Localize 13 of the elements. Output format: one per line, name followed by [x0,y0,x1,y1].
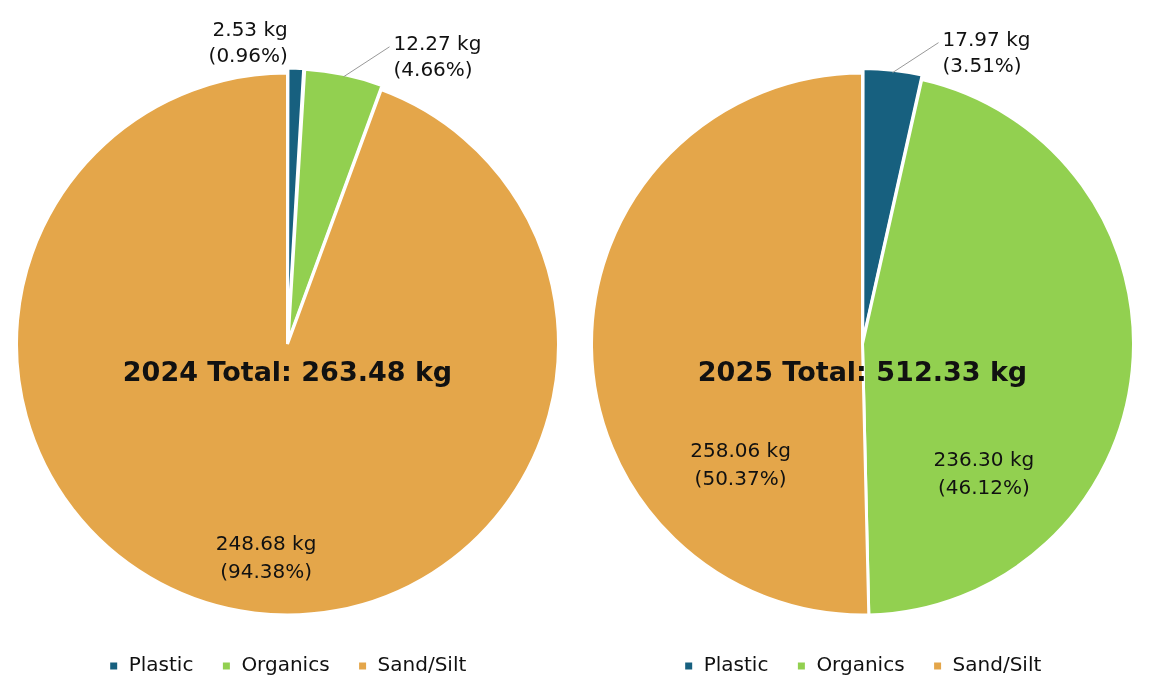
legend-label: Plastic [703,652,769,677]
data-label: 258.06 kg (50.37%) [690,438,791,491]
legend-label: Plastic [128,652,194,677]
data-label: 2.53 kg (0.96%) [208,17,288,68]
legend-label: Organics [241,652,330,677]
data-label: 17.97 kg (3.51%) [942,26,1031,77]
data-label: 236.30 kg (46.12%) [933,446,1035,499]
legend-label: Sand/Silt [952,652,1042,677]
text: 2024 Total: 263.48 kg [122,356,453,388]
data-label: 12.27 kg (4.66%) [393,31,482,82]
legend-label: Sand/Silt [377,652,467,677]
data-label: 248.68 kg (94.38%) [215,530,317,583]
legend-label: Organics [816,652,905,677]
